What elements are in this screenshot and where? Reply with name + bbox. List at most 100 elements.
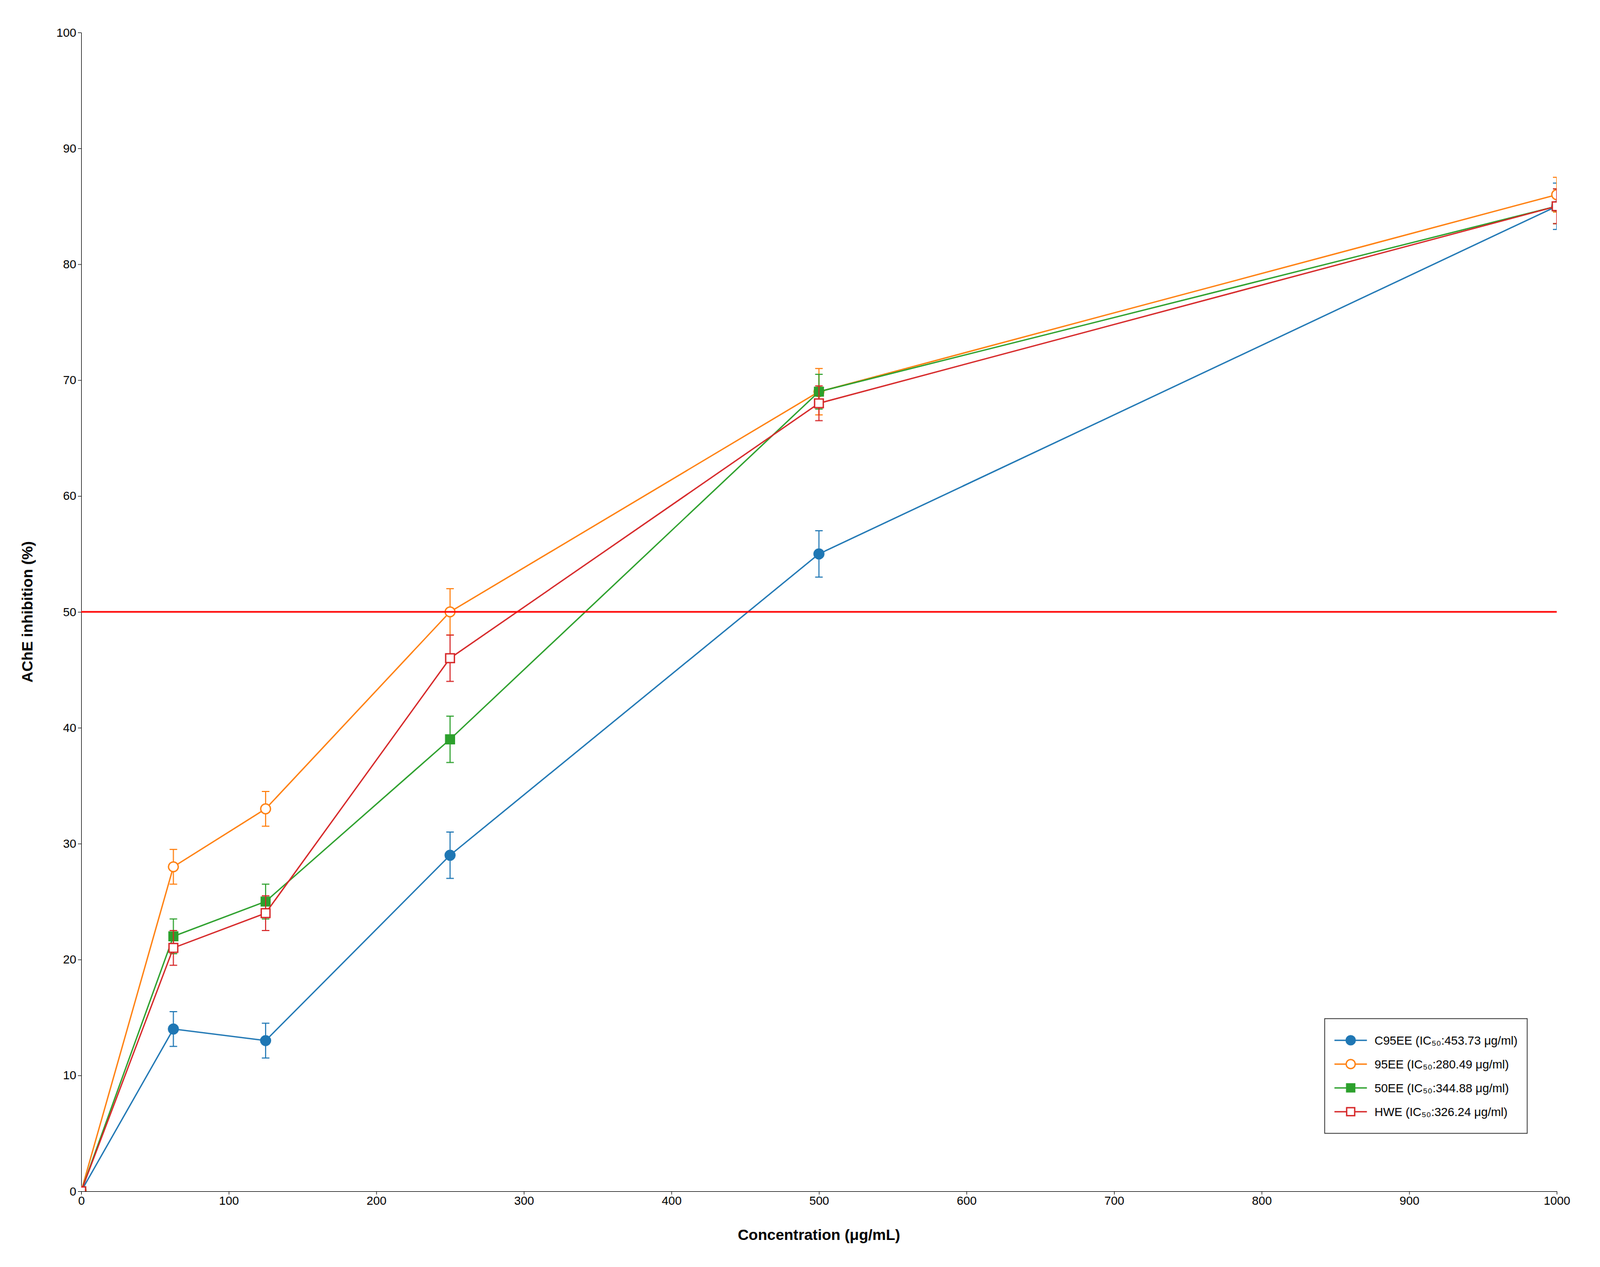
legend-label: 50EE (IC₅₀:344.88 μg/ml)	[1374, 1081, 1509, 1096]
marks	[81, 177, 1557, 1192]
y-tick-mark	[77, 727, 82, 729]
y-tick: 70	[63, 373, 82, 387]
point	[445, 735, 455, 744]
point	[81, 1187, 86, 1192]
y-tick-mark	[77, 611, 82, 613]
x-tick: 900	[1399, 1191, 1420, 1208]
y-tick-mark	[77, 496, 82, 497]
y-tick-mark	[77, 32, 82, 34]
x-tick-label: 900	[1399, 1194, 1420, 1208]
x-tick-label: 800	[1252, 1194, 1273, 1208]
point	[814, 398, 823, 408]
y-tick-mark	[77, 1075, 82, 1077]
x-tick: 1000	[1543, 1191, 1571, 1208]
y-tick: 90	[63, 141, 82, 156]
series	[81, 177, 1557, 1192]
legend-label: HWE (IC₅₀:326.24 μg/ml)	[1374, 1105, 1508, 1119]
y-tick-mark	[77, 380, 82, 381]
y-tick-mark	[77, 843, 82, 845]
point	[445, 850, 456, 861]
x-tick-label: 400	[661, 1194, 682, 1208]
chart: 0 100 200 300 400 500 600 700 800 900 1000 0 10 20 30 4…	[0, 0, 1600, 1267]
point	[168, 1024, 179, 1035]
point	[168, 943, 178, 953]
x-tick: 400	[661, 1191, 682, 1208]
legend-item: C95EE (IC₅₀:453.73 μg/ml)	[1334, 1034, 1518, 1048]
point	[81, 1186, 87, 1192]
legend-item: 95EE (IC₅₀:280.49 μg/ml)	[1334, 1057, 1509, 1072]
point	[81, 1186, 87, 1192]
legend-symbol	[1346, 1107, 1355, 1116]
x-axis-title: Concentration (μg/mL)	[737, 1226, 900, 1244]
legend-label: 95EE (IC₅₀:280.49 μg/ml)	[1374, 1057, 1509, 1072]
y-tick-label: 30	[63, 837, 77, 851]
y-tick-label: 60	[63, 489, 77, 503]
y-tick-mark	[77, 148, 82, 149]
series	[81, 182, 1557, 1192]
legend-label: C95EE (IC₅₀:453.73 μg/ml)	[1374, 1034, 1518, 1048]
y-tick: 30	[63, 837, 82, 851]
y-tick: 20	[63, 952, 82, 967]
point	[260, 1035, 271, 1046]
x-tick: 800	[1252, 1191, 1273, 1208]
y-tick: 0	[69, 1184, 82, 1199]
y-tick: 60	[63, 489, 82, 503]
legend: C95EE (IC₅₀:453.73 μg/ml) 95EE (IC₅₀:280.…	[1324, 1018, 1527, 1134]
x-tick: 700	[1104, 1191, 1125, 1208]
x-tick-label: 500	[809, 1194, 830, 1208]
legend-symbol	[1346, 1083, 1355, 1092]
reference-line	[81, 611, 1557, 614]
series-line	[81, 206, 1557, 1192]
y-tick-mark	[77, 959, 82, 961]
y-axis-title: AChE inhibition (%)	[18, 541, 36, 683]
legend-symbol	[1346, 1036, 1356, 1046]
point	[1552, 201, 1557, 211]
series-line	[81, 194, 1557, 1192]
series	[81, 188, 1557, 1192]
y-tick-mark	[77, 264, 82, 265]
y-tick-label: 10	[63, 1068, 77, 1083]
legend-frame	[1324, 1018, 1527, 1134]
point	[1552, 201, 1557, 211]
y-tick-label: 0	[69, 1184, 77, 1199]
point	[168, 861, 179, 872]
legend-symbol	[1346, 1059, 1356, 1070]
point	[81, 1187, 86, 1192]
y-tick-label: 70	[63, 373, 77, 387]
y-tick-label: 40	[63, 721, 77, 735]
series-line	[81, 206, 1557, 1192]
x-tick-label: 1000	[1543, 1194, 1571, 1208]
y-axis-line	[77, 33, 82, 1193]
x-tick-label: 200	[366, 1194, 387, 1208]
point	[261, 909, 271, 918]
x-tick-label: 600	[956, 1194, 977, 1208]
x-tick: 600	[956, 1191, 977, 1208]
x-tick: 200	[366, 1191, 387, 1208]
x-axis: 0 100 200 300 400 500 600 700 800 900 1000	[77, 1191, 1571, 1208]
x-tick-label: 0	[77, 1194, 85, 1208]
x-tick-label: 700	[1104, 1194, 1125, 1208]
series	[81, 188, 1557, 1192]
x-tick: 0	[77, 1191, 85, 1208]
series-line	[81, 206, 1557, 1192]
point	[813, 549, 824, 559]
y-tick-label: 90	[63, 141, 77, 156]
plot: 0 100 200 300 400 500 600 700 800 900 1000 0 10 20 30 4…	[56, 25, 1571, 1208]
x-tick: 500	[809, 1191, 830, 1208]
x-tick: 300	[514, 1191, 535, 1208]
x-tick: 100	[219, 1191, 240, 1208]
y-tick-label: 20	[63, 952, 77, 967]
y-axis: 0102030405060708090100	[56, 25, 82, 1199]
point	[1551, 189, 1557, 200]
y-tick-label: 80	[63, 257, 77, 272]
y-tick: 40	[63, 721, 82, 735]
y-tick: 10	[63, 1068, 82, 1083]
y-tick: 80	[63, 257, 82, 272]
point	[1551, 201, 1557, 212]
x-tick-label: 100	[219, 1194, 240, 1208]
legend-item: HWE (IC₅₀:326.24 μg/ml)	[1334, 1105, 1508, 1119]
legend-item: 50EE (IC₅₀:344.88 μg/ml)	[1334, 1081, 1509, 1096]
y-tick: 50	[63, 605, 82, 620]
point	[445, 654, 455, 663]
y-tick-label: 50	[63, 605, 77, 620]
